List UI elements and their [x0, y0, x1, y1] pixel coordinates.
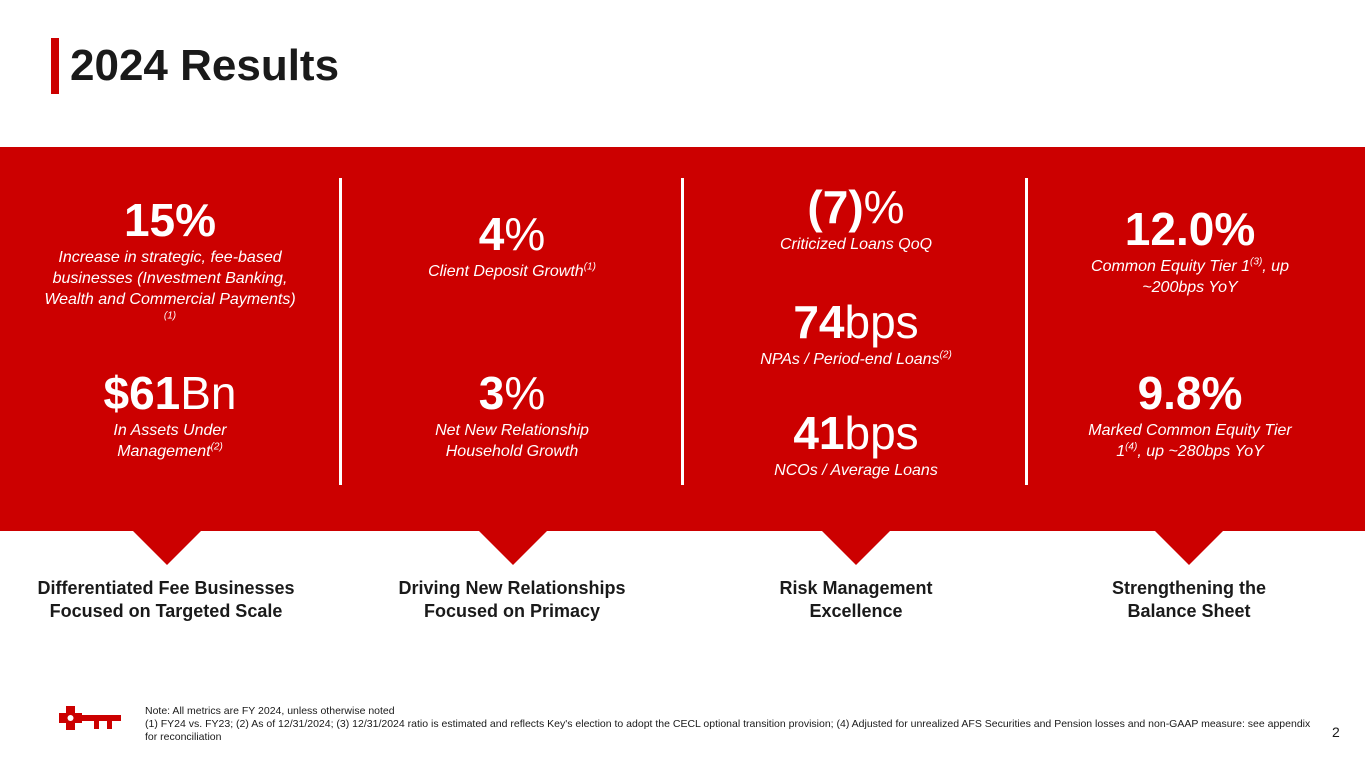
footnote-ref: (1) — [583, 261, 596, 273]
metric-description: Net New Relationship Household Growth — [435, 422, 589, 460]
metric-value: 4 — [478, 208, 505, 260]
column-divider — [1025, 178, 1028, 485]
metric-unit: % — [1214, 203, 1256, 255]
metric-description: Client Deposit Growth — [428, 263, 584, 280]
metric-unit: Bn — [180, 367, 237, 419]
metric-value: 3 — [478, 367, 505, 419]
metric-strategic-growth: 15% Increase in strategic, fee-based bus… — [20, 195, 320, 331]
pointer-arrow — [133, 531, 201, 565]
footnote-ref: (2) — [939, 349, 952, 361]
metric-description: Criticized Loans QoQ — [779, 236, 933, 253]
caption-balance-sheet: Strengthening the Balance Sheet — [1112, 578, 1266, 621]
key-logo-icon — [59, 706, 121, 730]
column-balance-sheet: 12.0% Common Equity Tier 1(3), up ~200bp… — [1040, 147, 1340, 531]
metric-description: In Assets Under Management — [113, 422, 227, 460]
metric-marked-cet1: 9.8% Marked Common Equity Tier 1(4), up … — [1040, 368, 1340, 462]
metric-description: Increase in strategic, fee-based busines… — [44, 249, 296, 308]
metric-description: NCOs / Average Loans — [774, 462, 938, 479]
metric-unit: % — [863, 181, 905, 233]
title-accent-bar — [51, 38, 59, 94]
pointer-arrow — [822, 531, 890, 565]
metric-description: Common Equity Tier 1 — [1091, 258, 1251, 275]
metric-value: 12.0 — [1124, 203, 1215, 255]
metric-value: 74 — [793, 296, 845, 348]
metric-cet1: 12.0% Common Equity Tier 1(3), up ~200bp… — [1040, 204, 1340, 298]
metric-description-suffix: , up ~200bps YoY — [1142, 258, 1289, 296]
footnote-text: Note: All metrics are FY 2024, unless ot… — [145, 705, 1311, 743]
metric-criticized-loans: (7)% Criticized Loans QoQ — [706, 182, 1006, 255]
metric-npas: 74bps NPAs / Period-end Loans(2) — [706, 297, 1006, 370]
metric-value: $61 — [103, 367, 181, 419]
footnote-ref: (2) — [210, 441, 223, 453]
metric-client-deposit-growth: 4% Client Deposit Growth(1) — [362, 209, 662, 282]
metric-value: (7) — [807, 181, 864, 233]
metric-assets-under-management: $61Bn In Assets Under Management(2) — [20, 368, 320, 462]
footnote-ref: (4) — [1125, 441, 1138, 453]
metric-unit: % — [504, 208, 546, 260]
metric-description: NPAs / Period-end Loans — [760, 351, 940, 368]
caption-risk-management: Risk Management Excellence — [779, 578, 933, 621]
metric-value: 15 — [123, 194, 176, 246]
caption-fee-businesses: Differentiated Fee Businesses Focused on… — [37, 578, 295, 621]
caption-new-relationships: Driving New Relationships Focused on Pri… — [398, 578, 626, 621]
pointer-arrow — [479, 531, 547, 565]
column-risk-management: (7)% Criticized Loans QoQ 74bps NPAs / P… — [706, 147, 1006, 531]
metric-household-growth: 3% Net New Relationship Household Growth — [362, 368, 662, 462]
column-divider — [339, 178, 342, 485]
column-new-relationships: 4% Client Deposit Growth(1) 3% Net New R… — [362, 147, 662, 531]
metric-value: 41 — [793, 407, 845, 459]
metric-description-suffix: , up ~280bps YoY — [1137, 443, 1264, 460]
page-title: 2024 Results — [70, 41, 340, 90]
metric-ncos: 41bps NCOs / Average Loans — [706, 408, 1006, 481]
column-fee-businesses: 15% Increase in strategic, fee-based bus… — [20, 147, 320, 531]
metric-unit: % — [175, 194, 217, 246]
metric-unit: % — [1201, 367, 1243, 419]
pointer-arrow — [1155, 531, 1223, 565]
metric-unit: bps — [844, 296, 919, 348]
column-divider — [681, 178, 684, 485]
footnote-ref: (3) — [1250, 256, 1263, 268]
metric-unit: bps — [844, 407, 919, 459]
metric-value: 9.8 — [1137, 367, 1202, 419]
metric-description: Marked Common Equity Tier 1 — [1088, 422, 1292, 460]
footnote-ref: (1) — [163, 310, 177, 322]
page-number: 2 — [1332, 724, 1340, 740]
metric-unit: % — [504, 367, 546, 419]
